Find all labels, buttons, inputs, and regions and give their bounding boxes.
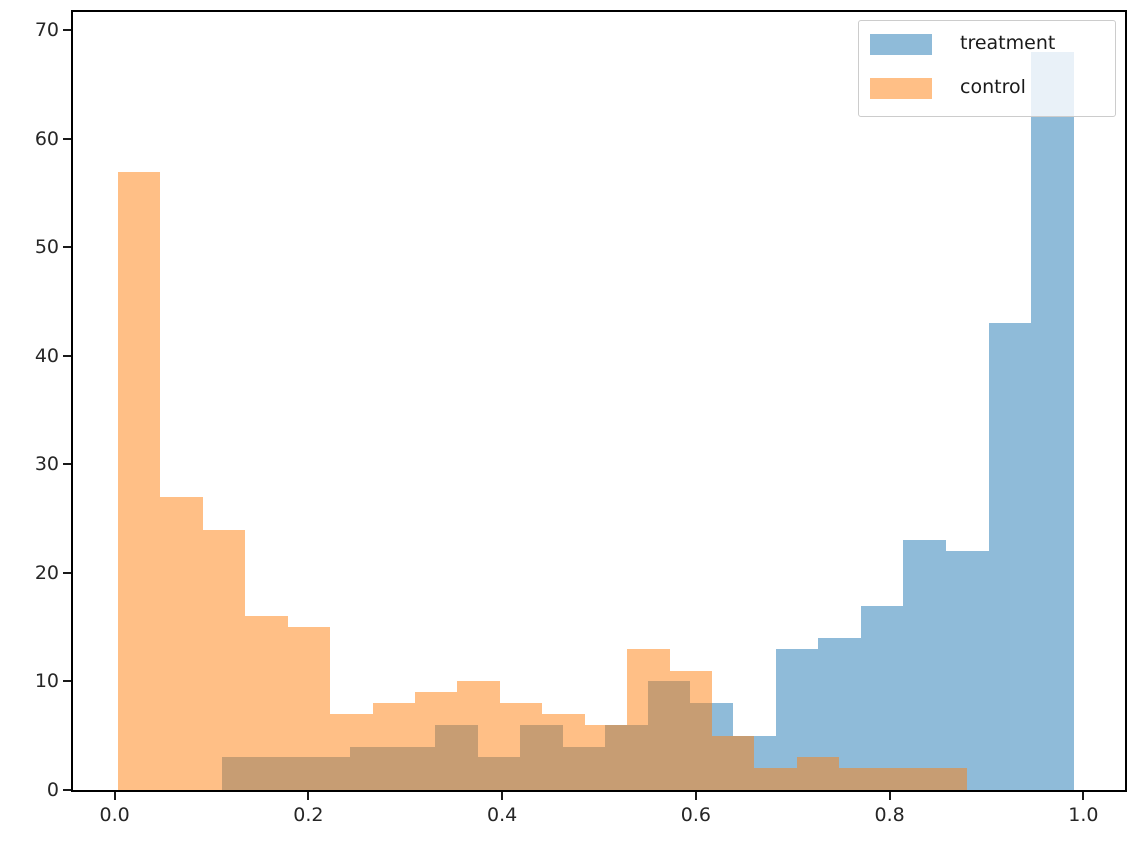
- y-tick-50: [63, 246, 71, 249]
- histogram-bar-control-12: [627, 648, 670, 790]
- histogram-bar-control-4: [287, 627, 331, 790]
- y-tick-10: [63, 680, 71, 683]
- legend-label-treatment: treatment: [960, 32, 1056, 54]
- x-tick-0.8: [888, 792, 891, 800]
- x-tick-label-1.0: 1.0: [1068, 804, 1099, 826]
- histogram-bar-control-2: [202, 529, 246, 790]
- y-tick-label-10: 10: [34, 670, 59, 693]
- x-tick-label-0.4: 0.4: [487, 804, 518, 826]
- spine-top: [71, 10, 1127, 12]
- plot-area: 0.0 0.2 0.4 0.6 0.8 1.0 0 10 20 30 40 50 60 70: [35, 10, 1127, 826]
- spine-right: [1125, 10, 1127, 792]
- x-axis-line: [71, 790, 1127, 792]
- histogram-bar-control-0: [118, 171, 161, 790]
- x-tick-label-0.8: 0.8: [874, 804, 905, 826]
- y-tick-label-0: 0: [46, 779, 59, 801]
- x-tick-label-0.6: 0.6: [680, 804, 711, 826]
- histogram-bar-control-11: [584, 724, 628, 790]
- y-tick-label-70: 70: [34, 19, 59, 42]
- y-tick-20: [63, 571, 71, 574]
- histogram-bar-control-6: [372, 703, 416, 790]
- histogram-bar-treatment-16: [903, 540, 946, 790]
- y-tick-40: [63, 354, 71, 357]
- y-tick-label-60: 60: [34, 127, 59, 150]
- x-tick-0.6: [694, 792, 697, 800]
- histogram-bar-treatment-17: [945, 551, 989, 790]
- y-tick-30: [63, 463, 71, 466]
- y-tick-0: [63, 789, 71, 791]
- histogram-bar-control-7: [415, 692, 458, 790]
- y-tick-label-50: 50: [34, 236, 59, 259]
- x-tick-label-0.0: 0.0: [99, 804, 130, 826]
- histogram-bar-control-17: [839, 768, 882, 790]
- histogram-bar-control-10: [542, 714, 585, 790]
- spine-left: [71, 10, 73, 792]
- legend: treatment control: [858, 20, 1116, 117]
- legend-swatch-treatment: [870, 34, 932, 55]
- y-tick-label-20: 20: [34, 561, 59, 584]
- y-tick-label-40: 40: [34, 344, 59, 367]
- histogram-bar-control-14: [712, 735, 755, 790]
- x-tick-0.2: [307, 792, 310, 800]
- x-tick-0.4: [501, 792, 504, 800]
- histogram-bar-control-18: [881, 768, 925, 790]
- histogram-bar-control-15: [754, 768, 797, 790]
- histogram-bar-control-3: [245, 616, 288, 790]
- x-tick-1.0: [1082, 792, 1085, 800]
- legend-label-control: control: [960, 76, 1026, 98]
- histogram-bar-control-1: [160, 497, 203, 790]
- histogram-bar-treatment-19: [1031, 52, 1074, 790]
- histogram-bar-control-9: [499, 703, 543, 790]
- histogram-bar-treatment-18: [988, 323, 1032, 790]
- histogram-bar-treatment-15: [860, 605, 904, 790]
- histogram-bar-control-16: [796, 757, 840, 790]
- x-tick-label-0.2: 0.2: [293, 804, 324, 826]
- legend-swatch-control: [870, 78, 932, 99]
- histogram-bar-control-8: [457, 681, 500, 790]
- x-tick-0.0: [113, 792, 116, 800]
- y-tick-60: [63, 137, 71, 140]
- histogram-bar-control-13: [669, 670, 713, 790]
- histogram-bar-control-19: [924, 768, 967, 790]
- histogram-bar-control-5: [330, 714, 373, 790]
- y-tick-label-30: 30: [34, 453, 59, 476]
- y-tick-70: [63, 29, 71, 32]
